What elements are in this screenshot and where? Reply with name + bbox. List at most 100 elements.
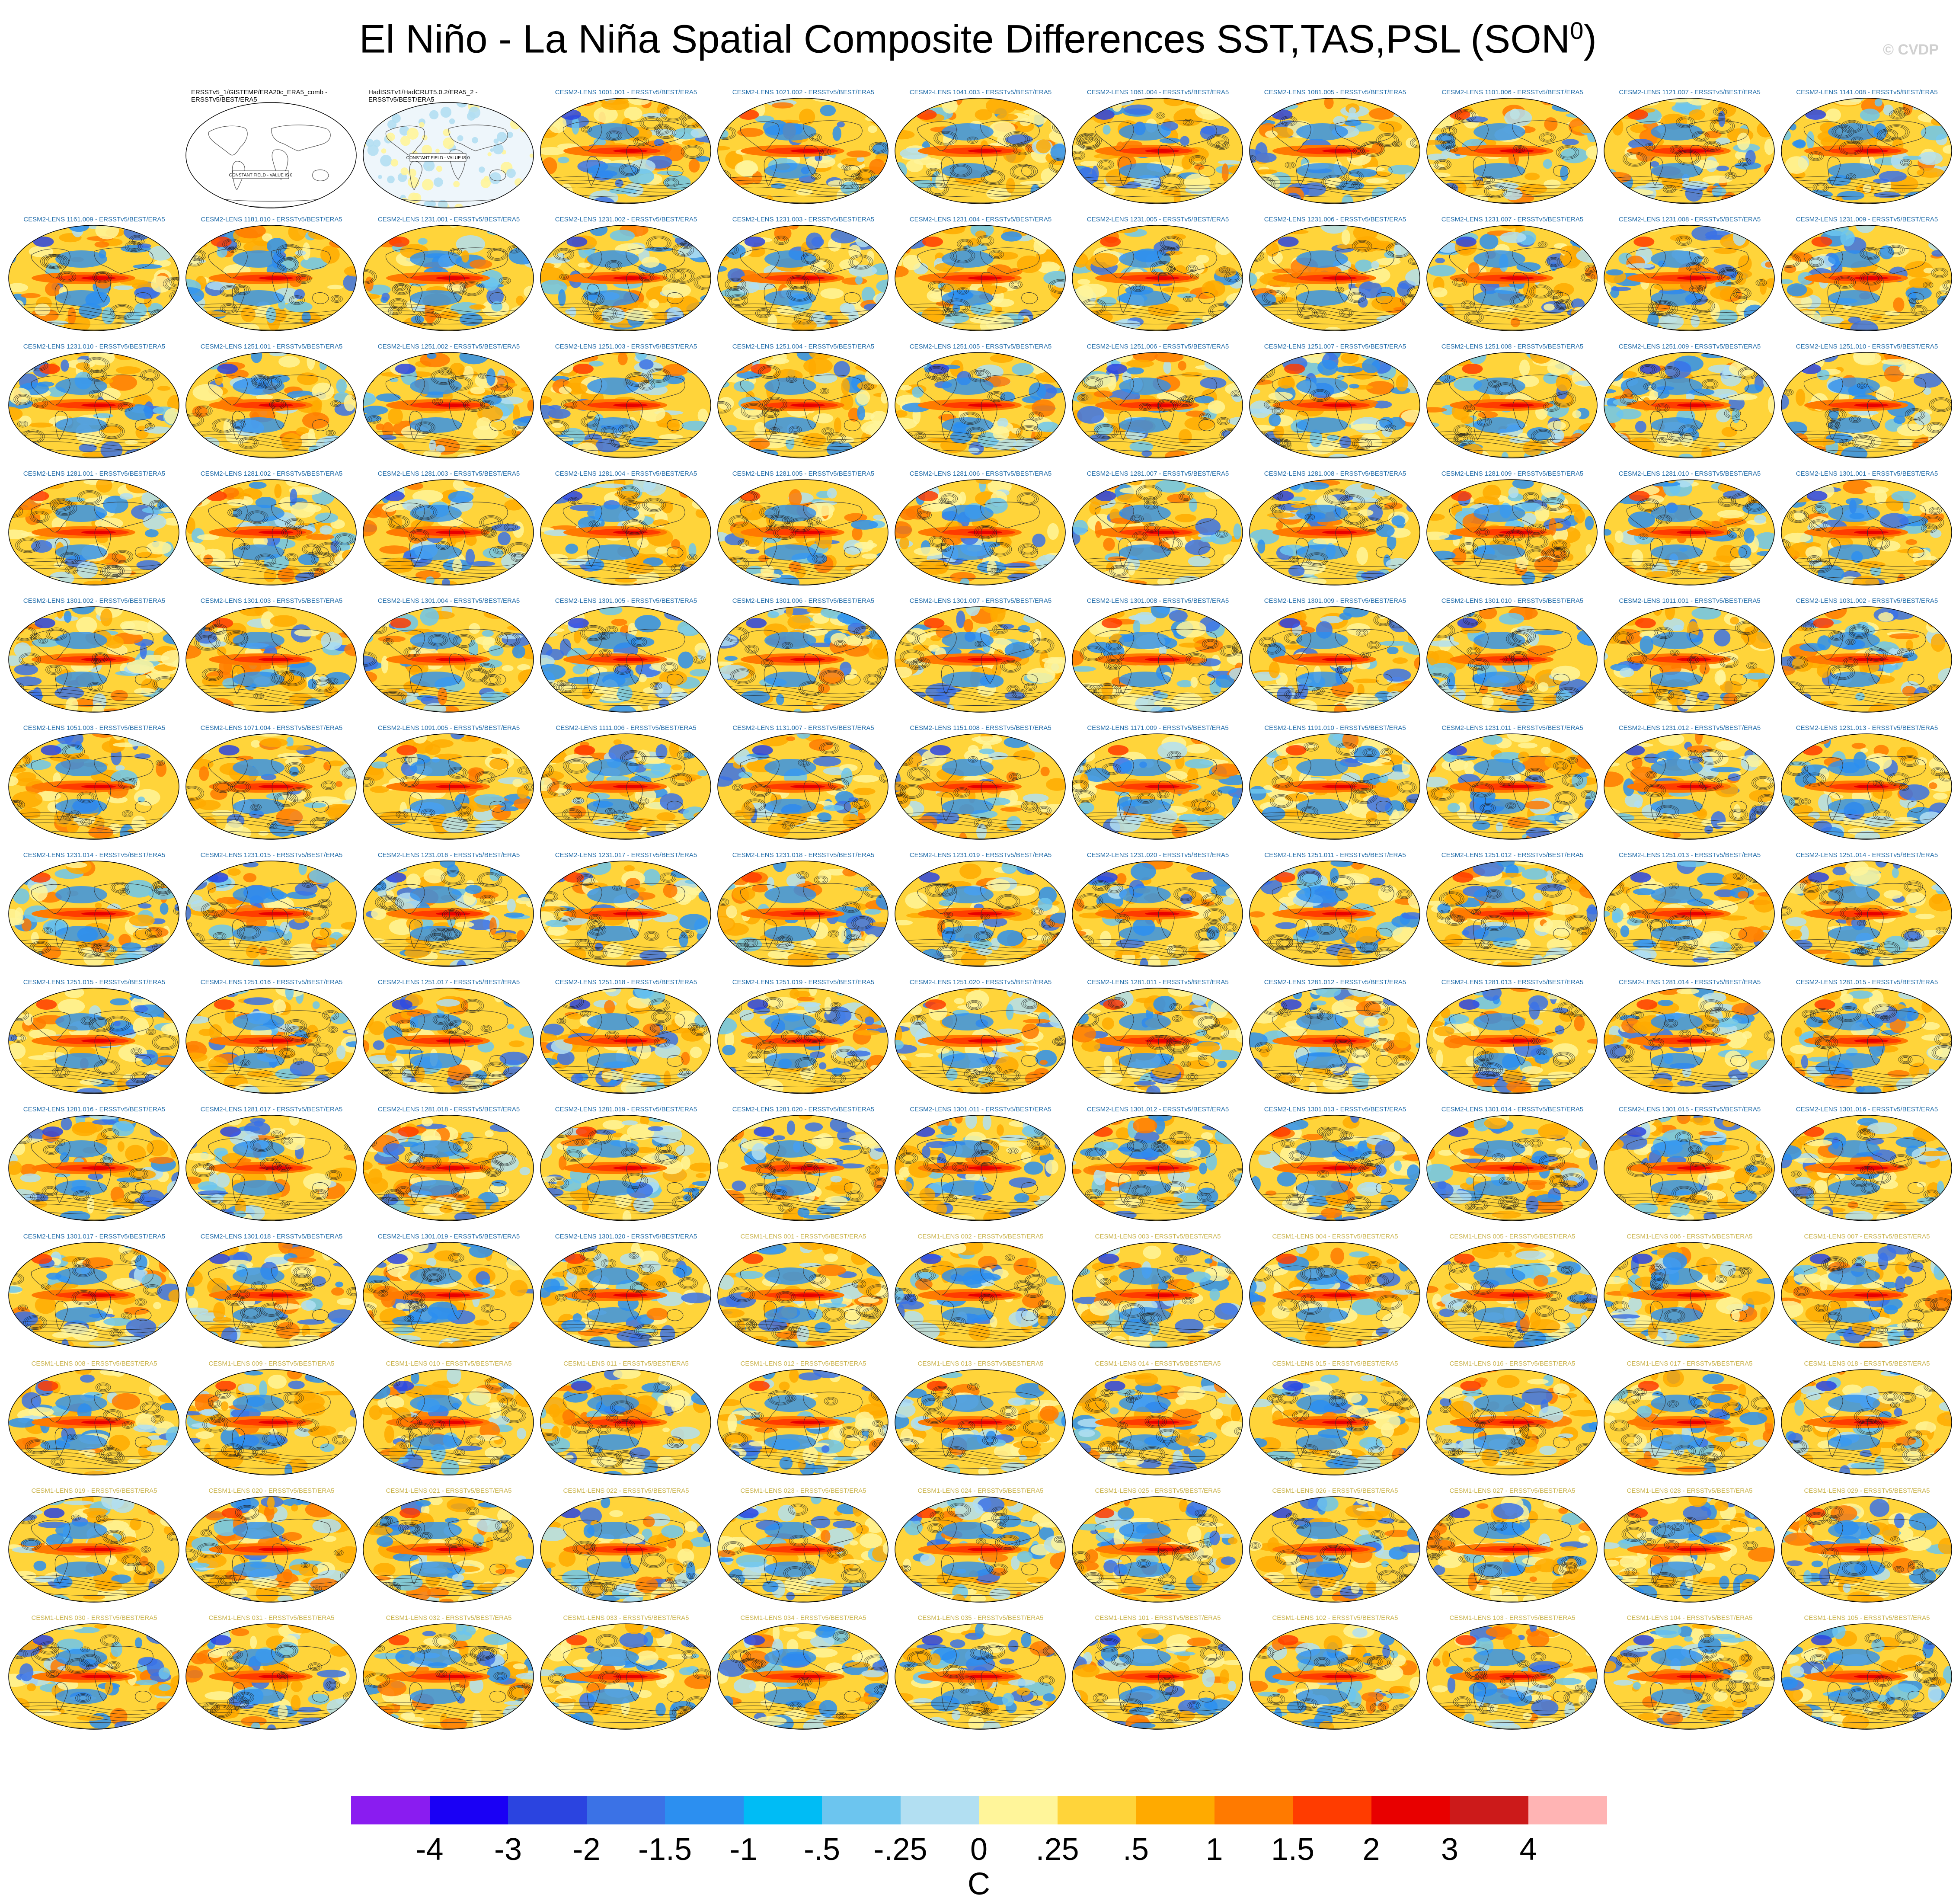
panel-label: CESM2-LENS 1231.007 - ERSSTv5/BEST/ERA5: [1441, 216, 1584, 223]
colorbar-box: [586, 1796, 665, 1824]
panel-label: CESM2-LENS 1231.006 - ERSSTv5/BEST/ERA5: [1264, 216, 1406, 223]
map-svg: [540, 1496, 711, 1603]
colorbar-tick-label: 0: [970, 1832, 988, 1867]
map-panel: CESM2-LENS 1061.004 - ERSSTv5/BEST/ERA5: [1069, 89, 1247, 214]
panel-label: CESM2-LENS 1281.019 - ERSSTv5/BEST/ERA5: [555, 1106, 697, 1113]
map-panel: CESM2-LENS 1281.004 - ERSSTv5/BEST/ERA5: [537, 470, 715, 595]
map-panel: CESM2-LENS 1281.001 - ERSSTv5/BEST/ERA5: [5, 470, 183, 595]
map-panel: CESM2-LENS 1251.005 - ERSSTv5/BEST/ERA5: [892, 343, 1070, 468]
map-svg: [895, 606, 1066, 713]
map-panel: CESM2-LENS 1301.004 - ERSSTv5/BEST/ERA5: [360, 597, 538, 723]
panel-label: CESM2-LENS 1251.013 - ERSSTv5/BEST/ERA5: [1618, 851, 1761, 859]
map-svg: [1249, 479, 1420, 586]
map-svg: [1426, 98, 1598, 204]
panel-label: CESM2-LENS 1251.009 - ERSSTv5/BEST/ERA5: [1618, 343, 1761, 350]
panel-label: CESM2-LENS 1301.019 - ERSSTv5/BEST/ERA5: [377, 1233, 520, 1240]
panel-label: CESM1-LENS 010 - ERSSTv5/BEST/ERA5: [386, 1360, 512, 1367]
map-panel: CESM1-LENS 102 - ERSSTv5/BEST/ERA5: [1246, 1614, 1424, 1740]
map-panel: ERSSTv5_1/GISTEMP/ERA20c_ERA5_comb - ERS…: [182, 89, 361, 214]
map-svg: [717, 988, 889, 1094]
map-svg: [895, 98, 1066, 204]
map-panel: CESM2-LENS 1251.009 - ERSSTv5/BEST/ERA5: [1601, 343, 1779, 468]
panel-label: CESM2-LENS 1251.019 - ERSSTv5/BEST/ERA5: [732, 979, 875, 986]
panel-label: CESM2-LENS 1251.008 - ERSSTv5/BEST/ERA5: [1441, 343, 1584, 350]
title-text: El Niño - La Niña Spatial Composite Diff…: [359, 17, 1570, 61]
colorbar-tick-label: 1: [1205, 1832, 1223, 1867]
colorbar-box: [900, 1796, 979, 1824]
panel-label: CESM2-LENS 1231.011 - ERSSTv5/BEST/ERA5: [1441, 724, 1583, 732]
map-panel: CESM2-LENS 1301.001 - ERSSTv5/BEST/ERA5: [1778, 470, 1956, 595]
panel-label: CESM2-LENS 1301.003 - ERSSTv5/BEST/ERA5: [200, 597, 343, 605]
panel-label: CESM2-LENS 1121.007 - ERSSTv5/BEST/ERA5: [1619, 89, 1761, 96]
map-svg: [1604, 1242, 1775, 1348]
map-svg: [1426, 1623, 1598, 1730]
panel-label: CESM2-LENS 1231.003 - ERSSTv5/BEST/ERA5: [732, 216, 875, 223]
map-panel: CESM2-LENS 1281.011 - ERSSTv5/BEST/ERA5: [1069, 979, 1247, 1104]
map-svg: [895, 1623, 1066, 1730]
panel-label: CESM2-LENS 1281.010 - ERSSTv5/BEST/ERA5: [1618, 470, 1761, 477]
panel-label: CESM2-LENS 1281.008 - ERSSTv5/BEST/ERA5: [1264, 470, 1406, 477]
map-panel: CESM2-LENS 1281.005 - ERSSTv5/BEST/ERA5: [714, 470, 892, 595]
panel-label: CESM2-LENS 1231.020 - ERSSTv5/BEST/ERA5: [1087, 851, 1229, 859]
map-svg: [1249, 861, 1420, 967]
map-svg: [363, 861, 534, 967]
panel-label: CESM2-LENS 1231.017 - ERSSTv5/BEST/ERA5: [555, 851, 697, 859]
map-svg: [1426, 988, 1598, 1094]
map-panel: CESM1-LENS 028 - ERSSTv5/BEST/ERA5: [1601, 1487, 1779, 1613]
map-svg: [1249, 606, 1420, 713]
map-panel: CESM1-LENS 018 - ERSSTv5/BEST/ERA5: [1778, 1360, 1956, 1485]
map-panel: CESM2-LENS 1251.002 - ERSSTv5/BEST/ERA5: [360, 343, 538, 468]
map-svg: [717, 1369, 889, 1475]
map-panel: CESM2-LENS 1301.005 - ERSSTv5/BEST/ERA5: [537, 597, 715, 723]
map-panel: CESM2-LENS 1301.019 - ERSSTv5/BEST/ERA5: [360, 1233, 538, 1358]
map-panel: CESM2-LENS 1301.018 - ERSSTv5/BEST/ERA5: [182, 1233, 361, 1358]
panel-label: CESM2-LENS 1281.006 - ERSSTv5/BEST/ERA5: [909, 470, 1052, 477]
map-panel: CESM1-LENS 022 - ERSSTv5/BEST/ERA5: [537, 1487, 715, 1613]
map-svg: [363, 352, 534, 458]
panel-label: CESM1-LENS 024 - ERSSTv5/BEST/ERA5: [917, 1487, 1044, 1494]
panel-label: CESM2-LENS 1301.014 - ERSSTv5/BEST/ERA5: [1441, 1106, 1584, 1113]
map-panel: CESM1-LENS 024 - ERSSTv5/BEST/ERA5: [892, 1487, 1070, 1613]
panel-label: CESM1-LENS 007 - ERSSTv5/BEST/ERA5: [1804, 1233, 1930, 1240]
map-panel: CESM2-LENS 1231.009 - ERSSTv5/BEST/ERA5: [1778, 216, 1956, 341]
watermark: © CVDP: [1883, 42, 1939, 58]
map-panel: CESM2-LENS 1251.006 - ERSSTv5/BEST/ERA5: [1069, 343, 1247, 468]
map-panel: CESM1-LENS 003 - ERSSTv5/BEST/ERA5: [1069, 1233, 1247, 1358]
map-svg: [185, 606, 357, 713]
colorbar-box: [665, 1796, 744, 1824]
map-svg: [540, 225, 711, 331]
panel-label: CESM2-LENS 1281.014 - ERSSTv5/BEST/ERA5: [1618, 979, 1761, 986]
map-svg: [1781, 733, 1952, 840]
map-panel: CESM2-LENS 1111.006 - ERSSTv5/BEST/ERA5: [537, 724, 715, 850]
map-svg: [895, 988, 1066, 1094]
panel-label: CESM2-LENS 1301.005 - ERSSTv5/BEST/ERA5: [555, 597, 697, 605]
map-svg: [1072, 861, 1243, 967]
map-panel: CESM2-LENS 1281.010 - ERSSTv5/BEST/ERA5: [1601, 470, 1779, 595]
panel-label: CESM2-LENS 1111.006 - ERSSTv5/BEST/ERA5: [556, 724, 697, 732]
map-svg: [1249, 98, 1420, 204]
panel-label: CESM2-LENS 1251.003 - ERSSTv5/BEST/ERA5: [555, 343, 697, 350]
map-svg: [1426, 1496, 1598, 1603]
map-panel: CESM2-LENS 1301.014 - ERSSTv5/BEST/ERA5: [1423, 1106, 1601, 1231]
map-panel: CESM1-LENS 025 - ERSSTv5/BEST/ERA5: [1069, 1487, 1247, 1613]
map-svg: [540, 98, 711, 204]
map-panel: CESM2-LENS 1041.003 - ERSSTv5/BEST/ERA5: [892, 89, 1070, 214]
panel-label: CESM2-LENS 1301.002 - ERSSTv5/BEST/ERA5: [23, 597, 166, 605]
map-panel: CESM2-LENS 1281.017 - ERSSTv5/BEST/ERA5: [182, 1106, 361, 1231]
panel-label: CESM1-LENS 004 - ERSSTv5/BEST/ERA5: [1272, 1233, 1398, 1240]
panel-label: CESM2-LENS 1281.004 - ERSSTv5/BEST/ERA5: [555, 470, 697, 477]
map-svg: [1604, 1115, 1775, 1221]
map-panel: CESM2-LENS 1051.003 - ERSSTv5/BEST/ERA5: [5, 724, 183, 850]
panel-label: CESM2-LENS 1251.015 - ERSSTv5/BEST/ERA5: [23, 979, 166, 986]
map-panel: CESM2-LENS 1281.007 - ERSSTv5/BEST/ERA5: [1069, 470, 1247, 595]
panel-label: CESM2-LENS 1231.002 - ERSSTv5/BEST/ERA5: [555, 216, 697, 223]
colorbar-tick-label: 2: [1362, 1832, 1380, 1867]
map-svg: [540, 1623, 711, 1730]
map-panel: CESM1-LENS 005 - ERSSTv5/BEST/ERA5: [1423, 1233, 1601, 1358]
map-panel: CESM2-LENS 1131.007 - ERSSTv5/BEST/ERA5: [714, 724, 892, 850]
map-svg: [1604, 479, 1775, 586]
panel-label: CESM2-LENS 1041.003 - ERSSTv5/BEST/ERA5: [909, 89, 1052, 96]
map-svg: [1781, 861, 1952, 967]
panel-label: CESM2-LENS 1281.009 - ERSSTv5/BEST/ERA5: [1441, 470, 1584, 477]
panel-label: CESM2-LENS 1301.015 - ERSSTv5/BEST/ERA5: [1618, 1106, 1761, 1113]
